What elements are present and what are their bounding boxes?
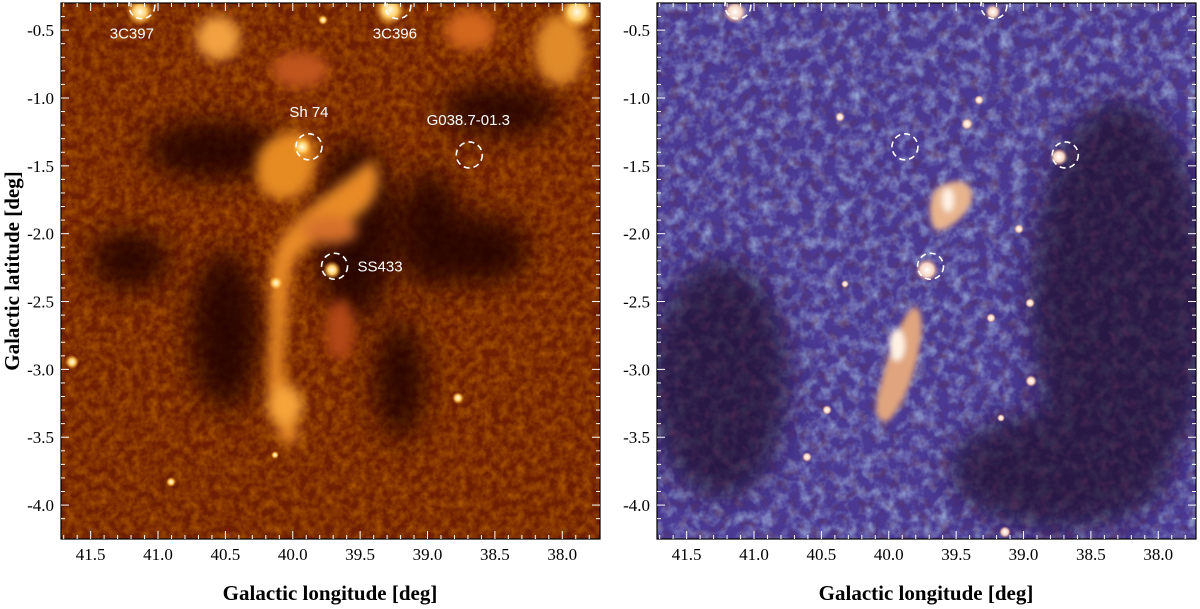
source-marker	[980, 0, 1008, 20]
left-axes: 41.5 41.0 40.5 40.0 39.5 39.0 38.5 38.0 -0.5 -1.0…	[27, 3, 600, 564]
y-tick-label: -3.5	[623, 428, 650, 447]
x-tick-label: 41.0	[739, 545, 769, 564]
y-tick-label: -2.5	[623, 293, 650, 312]
right-panel-frame	[656, 2, 1197, 540]
right-source-markers	[724, 0, 1080, 281]
x-tick-label: 41.0	[143, 545, 173, 564]
y-tick-label: -2.0	[623, 225, 650, 244]
x-tick-label: 38.0	[1143, 545, 1173, 564]
x-tick-label: 40.0	[874, 545, 904, 564]
y-axis-title: Galactic latitude [deg]	[0, 171, 24, 370]
x-tick-label: 39.5	[345, 545, 375, 564]
y-tick-label: -2.0	[27, 225, 54, 244]
y-tick-label: -1.5	[27, 157, 54, 176]
left-source-markers: 3C397 3C396 Sh 74 G038.7-01.3 SS433	[110, 0, 510, 281]
x-tick-label: 39.0	[1009, 545, 1039, 564]
source-label: 3C397	[110, 26, 154, 43]
left-panel-frame	[60, 2, 601, 540]
source-marker	[320, 252, 349, 281]
y-tick-label: -4.0	[27, 496, 54, 515]
y-tick-label: -1.0	[623, 89, 650, 108]
x-tick-label: 40.5	[211, 545, 241, 564]
source-label: G038.7-01.3	[427, 112, 510, 129]
left-panel-image	[61, 3, 600, 539]
source-marker	[891, 133, 919, 161]
x-tick-label: 38.5	[480, 545, 510, 564]
y-tick-label: -4.0	[623, 496, 650, 515]
source-marker	[128, 0, 156, 20]
x-tick-label: 40.5	[807, 545, 837, 564]
y-tick-label: -0.5	[27, 21, 54, 40]
x-tick-label: 39.0	[413, 545, 443, 564]
right-panel-image	[657, 3, 1196, 539]
y-tick-label: -1.0	[27, 89, 54, 108]
y-tick-label: -0.5	[623, 21, 650, 40]
y-tick-label: -3.0	[623, 360, 650, 379]
source-marker	[724, 0, 752, 20]
right-x-axis-title: Galactic longitude [deg]	[819, 581, 1034, 605]
x-tick-label: 41.5	[672, 545, 702, 564]
source-label: SS433	[358, 258, 403, 275]
y-tick-label: -1.5	[623, 157, 650, 176]
y-tick-label: -2.5	[27, 293, 54, 312]
left-x-axis-title: Galactic longitude [deg]	[223, 581, 438, 605]
source-marker	[1051, 141, 1080, 169]
x-tick-label: 38.0	[547, 545, 577, 564]
y-tick-label: -3.5	[27, 428, 54, 447]
x-tick-label: 40.0	[278, 545, 308, 564]
x-tick-label: 39.5	[941, 545, 971, 564]
source-marker	[295, 133, 323, 161]
source-marker	[916, 252, 945, 281]
x-tick-label: 41.5	[76, 545, 106, 564]
source-label: Sh 74	[289, 104, 328, 121]
source-marker	[384, 0, 412, 20]
y-tick-label: -3.0	[27, 360, 54, 379]
source-label: 3C396	[373, 26, 417, 43]
source-marker	[455, 141, 484, 169]
right-axes: 41.5 41.0 40.5 40.0 39.5 39.0 38.5 38.0 -0.5 -1.0…	[623, 3, 1196, 564]
x-tick-label: 38.5	[1076, 545, 1106, 564]
